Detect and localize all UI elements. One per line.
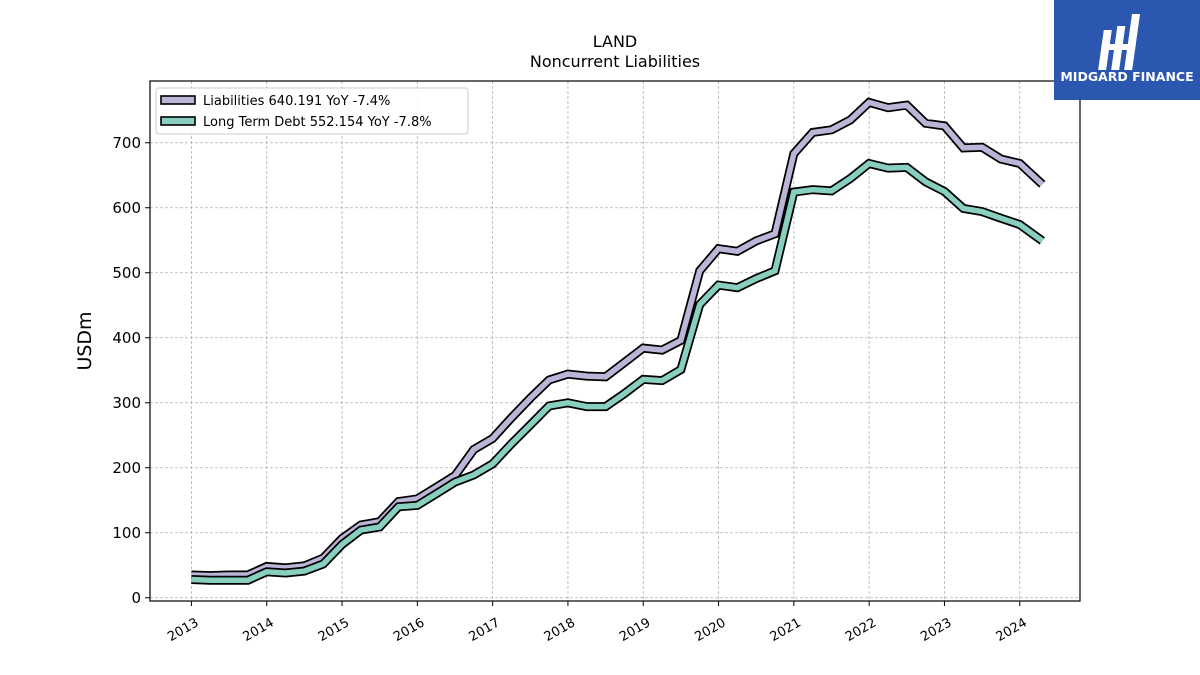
legend: Liabilities 640.191 YoY -7.4% Long Term … [155,87,469,135]
y-tick-label: 400 [112,329,141,347]
y-tick-label: 200 [112,459,141,477]
chart-subtitle: Noncurrent Liabilities [530,52,700,71]
legend-label-liabilities: Liabilities 640.191 YoY -7.4% [203,94,390,109]
chart-title: LAND [593,32,638,51]
x-tick-label: 2022 [843,615,879,645]
legend-label-long-term-debt: Long Term Debt 552.154 YoY -7.8% [203,115,432,130]
legend-box [155,87,469,135]
y-tick-label: 700 [112,134,141,152]
y-tick-label: 0 [131,589,141,607]
x-tick-label: 2016 [391,615,427,645]
brand-name: MIDGARD FINANCE [1060,69,1193,84]
x-tick-label: 2018 [542,615,578,645]
plot-frame [149,80,1081,602]
y-axis-label: USDm [74,311,96,370]
y-tick-label: 500 [112,264,141,282]
series-lines [191,97,1046,585]
x-tick-label: 2023 [918,615,954,645]
brand-logo: MIDGARD FINANCE [1054,0,1200,100]
brand-mark-icon [1098,14,1141,70]
grid-lines [150,81,1080,601]
y-tick-label: 300 [112,394,141,412]
x-tick-label: 2015 [316,615,352,645]
legend-swatch-long-term-debt [160,116,196,126]
x-tick-label: 2019 [617,615,653,645]
x-tick-label: 2013 [165,615,201,645]
x-tick-label: 2021 [768,615,804,645]
y-tick-label: 600 [112,199,141,217]
series-line-long-term-debt [191,160,1044,583]
x-tick-label: 2020 [692,615,728,645]
legend-swatch-liabilities [160,95,196,105]
y-tick-label: 100 [112,524,141,542]
axis-ticks: 0 100 200 300 400 500 600 700 2013 2014 2015 2016 20… [112,134,1029,645]
x-tick-label: 2024 [994,615,1030,645]
x-tick-label: 2017 [466,615,502,645]
x-tick-label: 2014 [241,615,277,645]
